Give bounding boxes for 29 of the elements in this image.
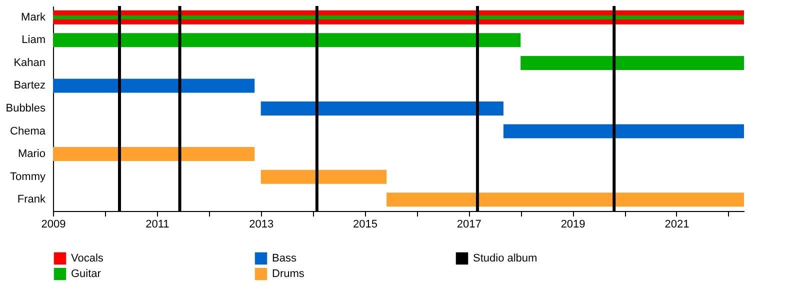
bar [53, 78, 255, 93]
y-tick-label: Liam [22, 34, 46, 46]
bar [260, 102, 504, 116]
x-tick-label: 2015 [352, 218, 378, 230]
bar [503, 124, 744, 138]
bar [386, 192, 744, 207]
bar [53, 147, 255, 162]
x-tick-label: 2013 [249, 218, 274, 230]
y-tick-label: Chema [10, 125, 46, 138]
legend-label: Guitar [71, 268, 102, 280]
x-tick-label: 2021 [664, 218, 690, 230]
bar [520, 56, 744, 70]
y-tick-label: Bartez [14, 80, 46, 92]
x-tick-label: 2009 [41, 218, 66, 230]
y-tick-label: Tommy [10, 170, 46, 183]
legend-label: Studio album [473, 252, 538, 264]
x-tick-label: 2017 [456, 218, 482, 230]
legend-label: Bass [272, 252, 297, 264]
y-tick-label: Bubbles [6, 102, 46, 114]
x-tick-label: 2011 [146, 218, 170, 230]
y-tick-label: Frank [17, 194, 46, 206]
y-tick-label: Kahan [14, 56, 46, 69]
x-tick-label: 2019 [560, 218, 586, 230]
legend-label: Drums [272, 268, 305, 280]
legend-label: Vocals [71, 252, 104, 264]
y-tick-label: Mario [18, 148, 46, 160]
y-tick-label: Mark [21, 11, 46, 24]
bar [260, 170, 387, 184]
bar [53, 33, 521, 48]
